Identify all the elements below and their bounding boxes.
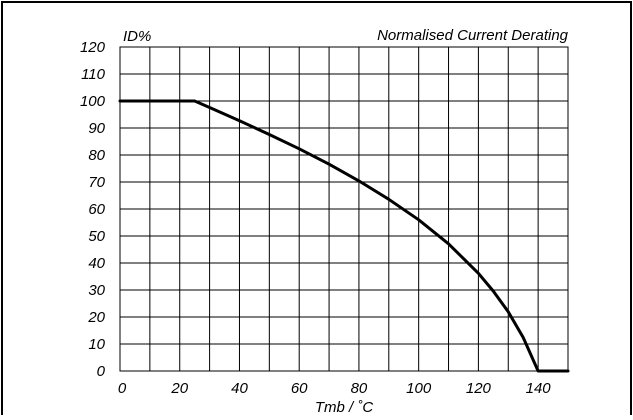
y-tick-label: 110 (81, 66, 106, 83)
plot-frame (119, 46, 569, 372)
y-tick-label: 20 (87, 309, 105, 326)
grid (120, 47, 568, 371)
y-tick-label: 30 (88, 282, 105, 299)
x-tick-labels: 0 20 40 60 80 100 120 140 (118, 380, 551, 397)
x-tick-label: 140 (526, 380, 552, 397)
y-tick-label: 90 (88, 120, 105, 137)
y-tick-label: 50 (88, 228, 105, 245)
x-axis-label: Tmb / ˚C (315, 399, 373, 415)
y-tick-label: 60 (88, 201, 105, 218)
y-axis-label: ID% (123, 28, 151, 45)
x-tick-label: 80 (351, 380, 368, 397)
y-tick-label: 120 (80, 39, 106, 56)
y-tick-label: 100 (80, 93, 106, 110)
x-tick-label: 100 (406, 380, 432, 397)
y-tick-label: 40 (88, 255, 105, 272)
x-tick-label: 60 (291, 380, 308, 397)
y-tick-label: 10 (88, 336, 105, 353)
x-tick-label: 40 (231, 380, 248, 397)
x-tick-label: 0 (118, 380, 127, 397)
y-tick-label: 70 (88, 174, 105, 191)
y-tick-labels: 0 10 20 30 40 50 60 70 80 90 100 110 120 (80, 39, 106, 380)
y-tick-label: 0 (97, 363, 106, 380)
chart-title: Normalised Current Derating (377, 27, 569, 44)
y-tick-label: 80 (88, 147, 105, 164)
derating-curve (118, 99, 570, 373)
x-tick-label: 20 (170, 380, 188, 397)
x-tick-label: 120 (466, 380, 492, 397)
